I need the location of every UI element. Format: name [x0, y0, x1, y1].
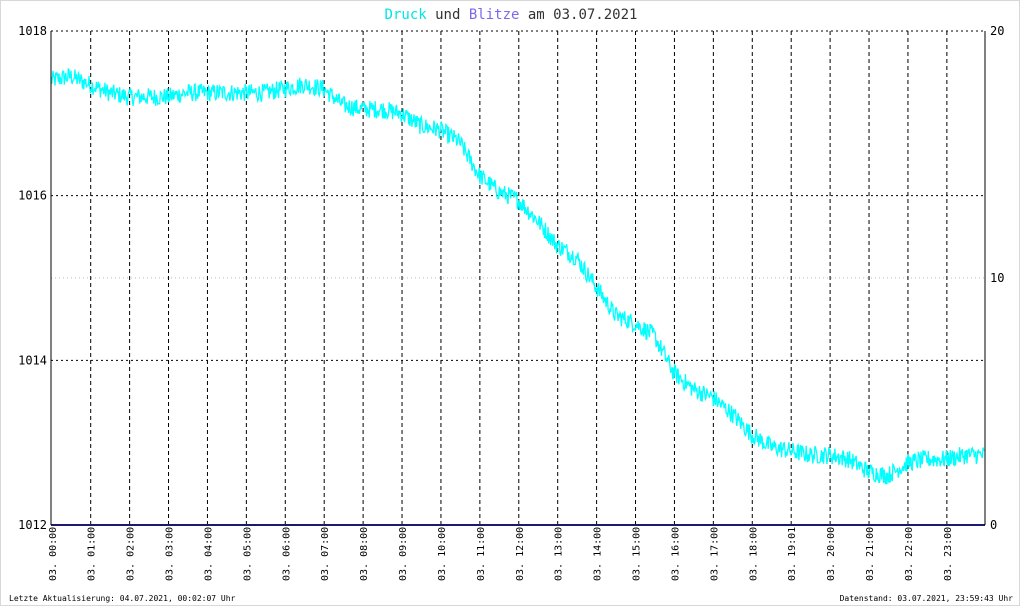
x-tick-label: 03. 06:00 — [281, 527, 292, 581]
x-tick-label: 03. 11:00 — [476, 527, 487, 581]
last-update-text: Letzte Aktualisierung: 04.07.2021, 00:02… — [9, 594, 236, 603]
x-tick-label: 03. 14:00 — [593, 527, 604, 581]
x-tick-label: 03. 08:00 — [359, 527, 370, 581]
x-tick-label: 03. 00:00 — [48, 527, 59, 581]
y-tick-label-right: 20 — [990, 24, 1004, 38]
title-und: und — [427, 7, 469, 23]
title-blitze: Blitze — [469, 7, 520, 23]
x-tick-label: 03. 21:00 — [865, 527, 876, 581]
x-tick-label: 03. 03:00 — [165, 527, 176, 581]
series-layer — [50, 67, 986, 526]
grid — [51, 30, 985, 525]
axes: 1012 1014 1016 1018 0 10 20 03. 00:00 03. 01:00 0… — [18, 24, 1004, 581]
x-tick-label: 03. 13:00 — [554, 527, 565, 581]
y-tick-label-right: 0 — [990, 518, 997, 532]
x-tick-label: 03. 17:00 — [709, 527, 720, 581]
y-tick-label-left: 1018 — [18, 24, 47, 38]
x-tick-label: 03. 02:00 — [126, 527, 137, 581]
druck-series-line — [50, 67, 986, 485]
y-tick-label-left: 1016 — [18, 189, 47, 203]
title-druck: Druck — [385, 7, 428, 23]
x-tick-label: 03. 22:00 — [904, 527, 915, 581]
x-tick-label: 03. 09:00 — [398, 527, 409, 581]
y-tick-label-left: 1012 — [18, 518, 47, 532]
x-tick-label: 03. 05:00 — [242, 527, 253, 581]
x-tick-label: 03. 01:00 — [87, 527, 98, 581]
x-tick-label: 03. 10:00 — [437, 527, 448, 581]
x-tick-label: 03. 12:00 — [515, 527, 526, 581]
x-tick-label: 03. 07:00 — [320, 527, 331, 581]
chart-title: Druck und Blitze am 03.07.2021 — [385, 7, 638, 23]
title-date: am 03.07.2021 — [519, 7, 637, 23]
x-tick-label: 03. 04:00 — [203, 527, 214, 581]
data-status-text: Datenstand: 03.07.2021, 23:59:43 Uhr — [840, 594, 1014, 603]
y-tick-label-right: 10 — [990, 271, 1004, 285]
x-tick-label: 03. 23:00 — [943, 527, 954, 581]
x-tick-label: 03. 19:01 — [787, 527, 798, 581]
y-tick-label-left: 1014 — [18, 353, 47, 367]
x-tick-label: 03. 15:00 — [632, 527, 643, 581]
x-tick-label: 03. 16:00 — [670, 527, 681, 581]
x-tick-label: 03. 20:00 — [826, 527, 837, 581]
x-tick-label: 03. 18:00 — [748, 527, 759, 581]
